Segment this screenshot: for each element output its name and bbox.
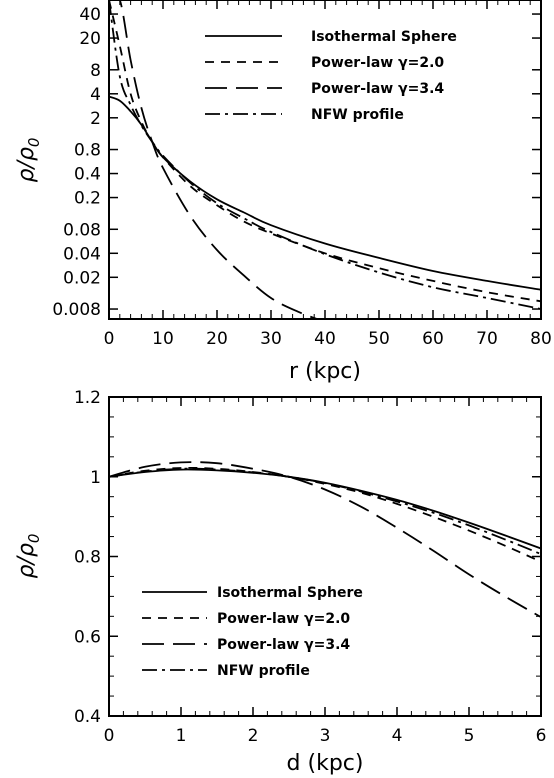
y-tick-label-top: 8: [90, 61, 101, 81]
x-tick-label-bottom: 4: [392, 726, 403, 746]
series-line-pow34-top: [109, 0, 320, 319]
y-tick-label-top: 0.2: [74, 189, 101, 209]
y-tick-label-top: 0.08: [63, 220, 101, 240]
legend-bottom-label-pow2: Power-law γ=2.0: [217, 611, 350, 627]
legend-top: Isothermal Sphere Power-law γ=2.0 Power-…: [205, 29, 457, 123]
legend-top-label-iso: Isothermal Sphere: [311, 29, 457, 45]
y-tick-label-bottom: 1: [90, 468, 101, 488]
x-tick-label-bottom: 2: [248, 726, 259, 746]
legend-top-label-pow34: Power-law γ=3.4: [311, 81, 444, 97]
x-tick-label-top: 60: [422, 329, 444, 349]
x-tick-label-bottom: 1: [176, 726, 187, 746]
plot-frame-top: [108, 0, 542, 320]
x-axis-title-bottom: d (kpc): [287, 751, 364, 776]
x-tick-label-top: 20: [206, 329, 228, 349]
y-tick-label-top: 20: [79, 29, 101, 49]
y-tick-label-top: 0.04: [63, 244, 101, 264]
series-line-iso-bottom: [109, 468, 541, 550]
x-tick-label-bottom: 3: [320, 726, 331, 746]
x-axis-title-top: r (kpc): [289, 359, 361, 384]
series-line-iso-top: [109, 95, 541, 291]
y-tick-label-top: 4: [90, 85, 101, 105]
y-tick-label-top: 40: [79, 5, 101, 25]
series-top: [109, 0, 541, 319]
x-tick-label-top: 50: [368, 329, 390, 349]
x-tick-label-top: 30: [260, 329, 282, 349]
series-line-pow34-bottom: [109, 461, 541, 618]
legend-bottom: Isothermal Sphere Power-law γ=2.0 Power-…: [142, 585, 363, 679]
y-tick-label-bottom: 0.8: [74, 548, 101, 568]
x-tick-label-top: 10: [152, 329, 174, 349]
y-tick-label-top: 0.008: [52, 300, 101, 320]
x-tick-label-top: 70: [476, 329, 498, 349]
y-axis-title-top: ρ/ρ0: [14, 138, 43, 183]
ticks-top: 0 10 20 30 40 50 60 70 80 0.008 0.02 0.04 0.08 0.2 0.4…: [52, 0, 552, 349]
y-tick-label-top: 0.02: [63, 268, 101, 288]
series-line-nfw-bottom: [109, 467, 541, 555]
legend-top-label-nfw: NFW profile: [311, 107, 404, 123]
legend-bottom-label-nfw: NFW profile: [217, 663, 310, 679]
y-tick-label-top: 2: [90, 109, 101, 129]
y-tick-label-bottom: 0.6: [74, 627, 101, 647]
chart-top: 0 10 20 30 40 50 60 70 800.0080.020.040.080.20.4…: [14, 0, 552, 384]
y-tick-label-bottom: 0.4: [74, 707, 101, 727]
y-axis-title-bottom-sub: 0: [25, 534, 43, 544]
y-tick-label-top: 0.8: [74, 141, 101, 161]
y-tick-label-bottom: 1.2: [74, 388, 101, 408]
legend-bottom-label-iso: Isothermal Sphere: [217, 585, 363, 601]
y-axis-title-top-sub: 0: [25, 138, 43, 148]
x-tick-label-top: 0: [104, 329, 115, 349]
chart-bottom: 0 1 2 3 4 5 60.40.60.811.2 d (kpc) ρ/ρ0 Isothe…: [14, 388, 546, 776]
x-tick-label-bottom: 5: [464, 726, 475, 746]
y-axis-title-bottom-main: ρ/ρ: [14, 543, 39, 578]
plot-frame-bottom: [108, 396, 542, 717]
x-tick-label-top: 40: [314, 329, 336, 349]
legend-bottom-label-pow34: Power-law γ=3.4: [217, 637, 350, 653]
series-bottom: [109, 461, 541, 618]
y-axis-title-bottom: ρ/ρ0: [14, 534, 43, 579]
ticks-bottom: 0 1 2 3 4 5 6 0.4 0.6 0.8 1 1.2: [74, 388, 546, 746]
y-tick-label-top: 0.4: [74, 165, 101, 185]
x-tick-label-bottom: 6: [536, 726, 547, 746]
series-line-pow2-top: [109, 0, 541, 303]
series-line-nfw-top: [109, 0, 541, 310]
x-tick-label-bottom: 0: [104, 726, 115, 746]
x-tick-label-top: 80: [530, 329, 552, 349]
legend-top-label-pow2: Power-law γ=2.0: [311, 55, 444, 71]
series-line-pow2-bottom: [109, 466, 541, 563]
y-axis-title-top-main: ρ/ρ: [14, 147, 39, 182]
